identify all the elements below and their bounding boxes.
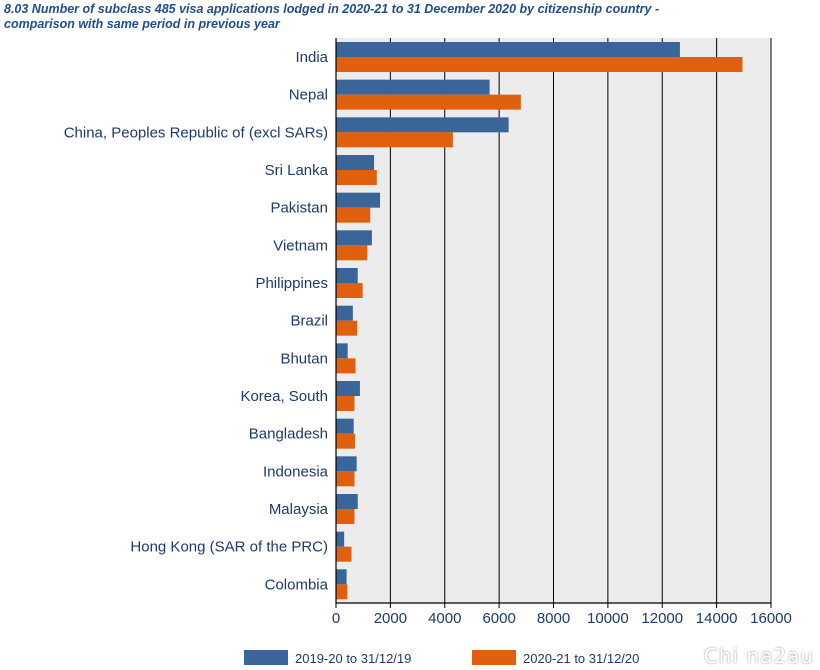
bar-2019-20-14 (336, 569, 347, 585)
category-label: Philippines (255, 275, 328, 292)
bar-2020-21-7 (336, 320, 358, 336)
bar-2019-20-0 (336, 42, 680, 57)
category-label: India (295, 49, 328, 66)
watermark-text: Chi na2au (703, 644, 814, 668)
category-label: Malaysia (269, 501, 329, 518)
legend-label-2020-21: 2020-21 to 31/12/20 (523, 651, 640, 666)
bar-2020-21-8 (336, 358, 356, 374)
bar-2019-20-11 (336, 456, 357, 472)
bar-2019-20-10 (336, 418, 354, 434)
bar-2020-21-4 (336, 207, 371, 223)
bar-2020-21-11 (336, 471, 355, 487)
x-tick-label: 12000 (641, 610, 683, 627)
bar-2019-20-13 (336, 531, 345, 547)
bar-2020-21-10 (336, 433, 356, 449)
bar-2019-20-2 (336, 117, 509, 133)
category-label: Bangladesh (249, 426, 328, 443)
category-label: Vietnam (273, 237, 328, 254)
x-tick-label: 8000 (537, 610, 570, 627)
chart-title-line-1: 8.03 Number of subclass 485 visa applica… (4, 2, 660, 16)
bar-2019-20-6 (336, 268, 358, 283)
category-label: Nepal (289, 87, 328, 104)
x-tick-label: 2000 (374, 610, 407, 627)
bar-2019-20-4 (336, 192, 381, 208)
category-label: Colombia (265, 576, 329, 593)
bar-2019-20-1 (336, 79, 490, 95)
x-tick-label: 10000 (587, 610, 629, 627)
bar-2019-20-12 (336, 494, 358, 509)
bar-2019-20-3 (336, 155, 375, 170)
category-label: Korea, South (240, 388, 328, 405)
category-label: Sri Lanka (265, 162, 329, 179)
x-tick-label: 16000 (750, 610, 792, 627)
legend-swatch-2019-20 (244, 650, 288, 665)
category-label: Bhutan (280, 350, 328, 367)
bar-2020-21-6 (336, 283, 363, 298)
bar-2019-20-5 (336, 230, 372, 246)
bar-2019-20-8 (336, 343, 348, 359)
bar-2020-21-14 (336, 584, 348, 600)
bar-2020-21-1 (336, 94, 521, 110)
x-tick-label: 14000 (696, 610, 738, 627)
bar-2020-21-9 (336, 396, 355, 411)
legend-swatch-2020-21 (472, 650, 516, 665)
bar-2020-21-0 (336, 57, 743, 72)
bar-2020-21-12 (336, 509, 355, 524)
legend-label-2019-20: 2019-20 to 31/12/19 (295, 651, 412, 666)
category-label: Brazil (290, 313, 328, 330)
category-label: Indonesia (263, 463, 329, 480)
category-label: Hong Kong (SAR of the PRC) (130, 539, 328, 556)
bar-2019-20-7 (336, 305, 353, 321)
chart-title: 8.03 Number of subclass 485 visa applica… (4, 2, 804, 32)
x-tick-label: 4000 (428, 610, 461, 627)
chart-title-line-2: comparison with same period in previous … (4, 17, 280, 31)
x-tick-label: 0 (332, 610, 340, 627)
bar-2020-21-13 (336, 546, 352, 562)
bar-2019-20-9 (336, 381, 360, 396)
bar-2020-21-3 (336, 170, 377, 185)
category-label: China, Peoples Republic of (excl SARs) (64, 124, 328, 141)
bar-2020-21-2 (336, 132, 453, 148)
bar-2020-21-5 (336, 245, 368, 261)
category-label: Pakistan (270, 200, 328, 217)
x-tick-label: 6000 (482, 610, 515, 627)
